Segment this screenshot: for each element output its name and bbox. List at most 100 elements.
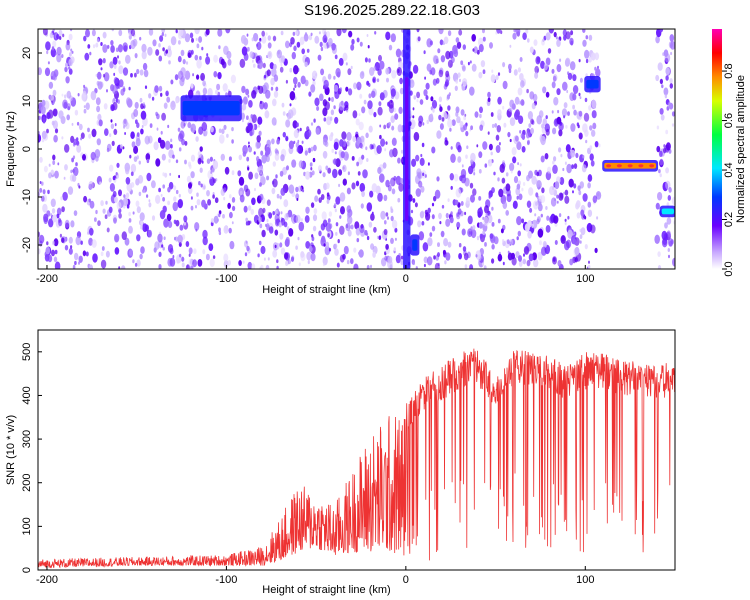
spectrogram-speckle — [249, 220, 252, 224]
spectrogram-speckle — [337, 239, 340, 244]
spectrogram-speckle — [180, 49, 185, 57]
spectrogram-speckle — [178, 174, 181, 179]
spectrogram-speckle — [308, 91, 312, 97]
spectrogram-speckle — [100, 251, 104, 257]
spectrogram-speckle — [116, 162, 120, 168]
spectrogram-speckle — [96, 71, 102, 80]
spectrogram-speckle — [154, 85, 159, 93]
spectrogram-speckle — [312, 157, 316, 163]
spectrogram-speckle — [95, 209, 98, 215]
spectrogram-speckle — [92, 44, 96, 49]
spectrogram-speckle — [360, 203, 364, 209]
spectrogram-speckle — [560, 235, 566, 244]
spectrogram-speckle — [515, 135, 519, 142]
spectrogram-speckle — [430, 113, 434, 119]
spectrogram-speckle — [597, 65, 599, 69]
spectrogram-speckle — [41, 99, 46, 107]
spectrogram-speckle — [457, 72, 461, 78]
spectrogram-speckle — [533, 259, 539, 267]
spectrogram-speckle — [431, 146, 436, 154]
spectrogram-speckle — [277, 50, 280, 55]
spectrogram-speckle — [85, 29, 90, 38]
spectrogram-speckle — [516, 141, 522, 151]
spectrogram-speckle — [148, 93, 152, 99]
spectrogram-speckle — [141, 43, 147, 53]
spectrogram-speckle — [44, 67, 51, 77]
snr-y-axis-label: SNR (10 * v/v) — [5, 415, 17, 485]
spectrogram-speckle — [358, 113, 361, 117]
spectrogram-speckle — [205, 29, 210, 36]
spectrogram-speckle — [520, 99, 525, 106]
spectrogram-speckle — [439, 123, 444, 130]
spectrogram-speckle — [90, 90, 97, 101]
spectrogram-speckle — [48, 218, 54, 228]
spectrogram-speckle — [213, 215, 219, 224]
spectrogram-speckle — [222, 83, 228, 92]
spectrogram-speckle — [258, 216, 262, 223]
spectrogram-speckle — [497, 253, 503, 262]
spectrogram-speckle — [435, 77, 440, 84]
spectrogram-speckle — [188, 164, 192, 169]
spectrogram-speckle — [588, 34, 593, 41]
spectrogram-speckle — [268, 226, 274, 234]
spectrogram-speckle — [552, 164, 558, 174]
spectrogram-speckle — [497, 218, 501, 224]
spectrogram-speckle — [89, 200, 95, 209]
spectrogram-speckle — [263, 102, 268, 110]
spectrogram-speckle — [216, 83, 221, 91]
spectrogram-speckle — [240, 34, 247, 44]
spectrogram-speckle — [295, 214, 301, 224]
spectrogram-speckle — [450, 153, 456, 163]
spectrogram-speckle — [265, 155, 270, 163]
colorbar-tick-label: 0.2 — [723, 212, 735, 227]
spectrogram-speckle — [213, 71, 218, 78]
spectrogram-speckle — [109, 61, 114, 69]
spectrogram-speckle — [511, 147, 517, 156]
spectrogram-speckle — [258, 130, 262, 136]
spectrogram-speckle — [315, 127, 320, 135]
spectrogram-speckle — [393, 108, 397, 113]
spectrogram-speckle — [311, 236, 315, 242]
spectrogram-speckle — [97, 220, 101, 227]
spectrogram-speckle — [173, 185, 177, 191]
spectrogram-speckle — [245, 88, 250, 96]
spectrogram-speckle — [133, 145, 139, 154]
spectrogram-speckle — [175, 189, 179, 195]
spectrogram-speckle — [358, 121, 364, 131]
spectrogram-speckle — [667, 248, 670, 252]
spectrogram-speckle — [305, 171, 311, 180]
spectrogram-speckle — [450, 211, 453, 216]
spectrogram-speckle — [322, 262, 325, 267]
spectrogram-speckle — [437, 48, 441, 54]
spectrogram-speckle — [559, 58, 562, 62]
spectrogram-speckle — [440, 230, 445, 238]
spectrogram-speckle — [139, 69, 144, 76]
spectrogram-speckle — [325, 241, 330, 248]
spectrogram-speckle — [124, 132, 126, 135]
spectrogram-speckle — [88, 198, 91, 203]
spectrogram-speckle — [73, 210, 78, 217]
spectrogram-speckle — [43, 213, 49, 223]
spectrogram-speckle — [426, 38, 433, 48]
spectrogram-speckle — [455, 141, 461, 151]
spectrogram-speckle — [590, 224, 596, 234]
spectrogram-speckle — [579, 181, 584, 189]
spectrogram-speckle — [238, 176, 245, 186]
spectrogram-speckle — [138, 160, 141, 165]
spectrogram-speckle — [577, 185, 581, 192]
spectrogram-speckle — [310, 202, 315, 208]
spectrogram-speckle — [177, 70, 184, 80]
spectrogram-speckle — [563, 34, 567, 41]
spectrogram-speckle — [286, 226, 290, 231]
spectrogram-speckle — [222, 61, 227, 69]
spectrogram-speckle — [346, 259, 350, 265]
spectrogram-speckle — [467, 215, 473, 225]
spectrogram-speckle — [460, 201, 464, 206]
spectrogram-speckle — [501, 177, 506, 184]
spectrogram-speckle — [572, 238, 577, 245]
spectrogram-speckle — [246, 156, 250, 162]
spectrogram-speckle — [256, 41, 262, 51]
spectrogram-speckle — [443, 36, 449, 45]
spectrogram-speckle — [410, 119, 416, 129]
spectrogram-speckle — [91, 128, 97, 138]
